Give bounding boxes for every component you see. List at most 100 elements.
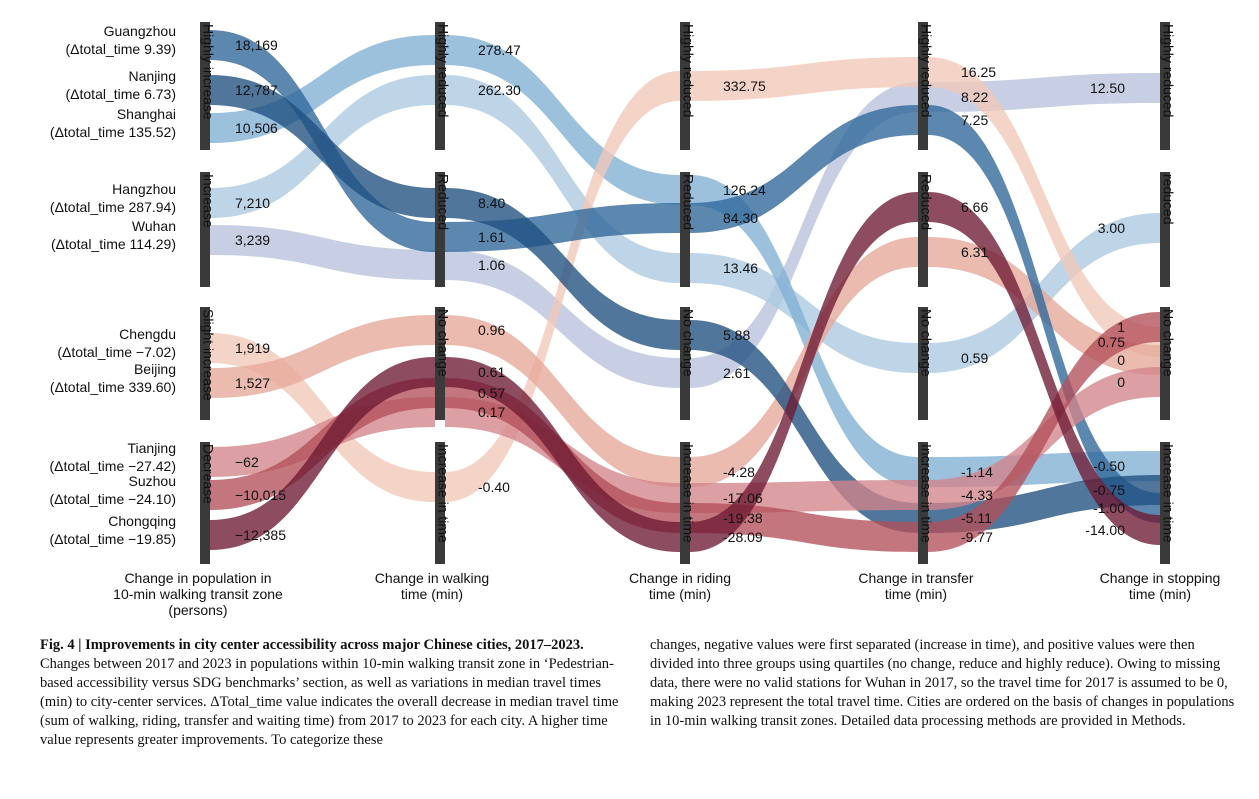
ride-bar-0 bbox=[680, 22, 690, 150]
pop-bar-1 bbox=[200, 172, 210, 287]
caption-text-left: Changes between 2017 and 2023 in populat… bbox=[40, 656, 619, 748]
value-tianjing-4: 0 bbox=[1117, 374, 1125, 390]
value-shanghai-0: 10,506 bbox=[235, 120, 278, 136]
value-beijing-0: 1,527 bbox=[235, 375, 270, 391]
value-suzhou-4: 1 bbox=[1117, 319, 1125, 335]
stop-bar-0 bbox=[1160, 22, 1170, 150]
value-chongqing-3: 6.66 bbox=[961, 199, 988, 215]
ride-category-label-0: Highly reduced bbox=[681, 24, 697, 117]
value-shanghai-1: 278.47 bbox=[478, 42, 521, 58]
stop-column-title-line-1: time (min) bbox=[1129, 586, 1191, 602]
pop-bar-0 bbox=[200, 22, 210, 150]
flow-nanjing-2 bbox=[445, 188, 680, 350]
ride-bar-3 bbox=[680, 442, 690, 564]
flow-beijing-1 bbox=[210, 315, 435, 398]
alluvial-diagram: Highly increase Increase Slight increase De… bbox=[50, 22, 1221, 618]
city-delta-chengdu: (Δtotal_time −7.02) bbox=[57, 344, 176, 360]
value-suzhou-0: −10,015 bbox=[235, 487, 286, 503]
figure-caption-left: Fig. 4 | Improvements in city center acc… bbox=[40, 636, 620, 750]
city-delta-beijing: (Δtotal_time 339.60) bbox=[50, 379, 176, 395]
walk-category-label-3: Increase in time bbox=[436, 444, 452, 543]
stop-bar-3 bbox=[1160, 442, 1170, 564]
value-chongqing-0: −12,385 bbox=[235, 527, 286, 543]
flow-guangzhou-3 bbox=[690, 105, 918, 233]
city-delta-hangzhou: (Δtotal_time 287.94) bbox=[50, 199, 176, 215]
city-delta-suzhou: (Δtotal_time −24.10) bbox=[50, 491, 176, 507]
value-chengdu-3: 16.25 bbox=[961, 64, 996, 80]
value-labels: 18,169 1.61 84.30 7.25 -1.00 12,787 8.40 5.88 -5… bbox=[235, 37, 1125, 545]
value-nanjing-1: 8.40 bbox=[478, 195, 505, 211]
transfer-bar-0 bbox=[918, 22, 928, 150]
flow-chongqing-4 bbox=[928, 192, 1160, 545]
flow-hangzhou-3 bbox=[690, 253, 918, 373]
flow-nanjing-3 bbox=[690, 320, 918, 533]
value-wuhan-0: 3,239 bbox=[235, 232, 270, 248]
value-hangzhou-2: 13.46 bbox=[723, 260, 758, 276]
pop-category-label-3: Decrease bbox=[201, 444, 217, 504]
value-wuhan-3: 8.22 bbox=[961, 89, 988, 105]
walk-category-label-1: Reduced bbox=[436, 174, 452, 230]
value-nanjing-2: 5.88 bbox=[723, 327, 750, 343]
ride-category-label-3: Increase in time bbox=[681, 444, 697, 543]
value-beijing-4: 0 bbox=[1117, 352, 1125, 368]
flow-shanghai-3 bbox=[690, 175, 918, 487]
value-tianjing-1: 0.17 bbox=[478, 404, 505, 420]
city-delta-shanghai: (Δtotal_time 135.52) bbox=[50, 124, 176, 140]
city-name-hangzhou: Hangzhou bbox=[112, 181, 176, 197]
ride-bar-1 bbox=[680, 172, 690, 287]
ride-column-title-line-1: time (min) bbox=[649, 586, 711, 602]
value-guangzhou-0: 18,169 bbox=[235, 37, 278, 53]
pop-column-title-line-1: 10-min walking transit zone bbox=[113, 586, 283, 602]
city-name-chongqing: Chongqing bbox=[108, 513, 176, 529]
walk-column-title-line-1: time (min) bbox=[401, 586, 463, 602]
stop-category-label-2: No change bbox=[1161, 309, 1177, 377]
flow-chengdu-3 bbox=[690, 57, 918, 101]
value-wuhan-2: 2.61 bbox=[723, 365, 750, 381]
pop-category-label-2: Slight increase bbox=[201, 309, 217, 401]
flow-guangzhou-4 bbox=[928, 105, 1160, 523]
city-name-chengdu: Chengdu bbox=[119, 326, 176, 342]
value-beijing-2: -4.28 bbox=[723, 464, 755, 480]
city-delta-guangzhou: (Δtotal_time 9.39) bbox=[65, 41, 176, 57]
city-delta-chongqing: (Δtotal_time −19.85) bbox=[50, 531, 176, 547]
stop-column-title-line-0: Change in stopping bbox=[1100, 570, 1221, 586]
pop-bar-2 bbox=[200, 307, 210, 420]
value-chongqing-1: 0.61 bbox=[478, 364, 505, 380]
transfer-bar-2 bbox=[918, 307, 928, 420]
pop-bar-3 bbox=[200, 442, 210, 564]
flow-beijing-2 bbox=[445, 315, 680, 487]
value-beijing-3: 6.31 bbox=[961, 244, 988, 260]
flow-chongqing-3 bbox=[690, 192, 918, 552]
transfer-column-title-line-0: Change in transfer bbox=[858, 570, 974, 586]
walk-bar-2 bbox=[435, 307, 445, 420]
value-guangzhou-3: 7.25 bbox=[961, 112, 988, 128]
value-shanghai-3: -1.14 bbox=[961, 464, 993, 480]
city-name-shanghai: Shanghai bbox=[117, 106, 176, 122]
flow-chengdu-2 bbox=[445, 71, 680, 502]
value-chengdu-4: 0.75 bbox=[1098, 334, 1125, 350]
city-labels: Guangzhou (Δtotal_time 9.39) Nanjing (Δtota… bbox=[50, 23, 176, 547]
stop-bar-1 bbox=[1160, 172, 1170, 287]
flow-bands bbox=[210, 30, 1160, 552]
value-tianjing-0: −62 bbox=[235, 454, 259, 470]
value-chengdu-0: 1,919 bbox=[235, 340, 270, 356]
walk-category-label-2: No change bbox=[436, 309, 452, 377]
flow-hangzhou-2 bbox=[445, 75, 680, 283]
transfer-category-label-1: Reduced bbox=[919, 174, 935, 230]
figure-caption-right: changes, negative values were first sepa… bbox=[650, 637, 1235, 729]
value-shanghai-2: 126.24 bbox=[723, 182, 766, 198]
value-chengdu-2: 332.75 bbox=[723, 78, 766, 94]
value-hangzhou-0: 7,210 bbox=[235, 195, 270, 211]
value-nanjing-4: -0.75 bbox=[1093, 482, 1125, 498]
city-name-guangzhou: Guangzhou bbox=[104, 23, 176, 39]
value-nanjing-0: 12,787 bbox=[235, 82, 278, 98]
caption-title: Fig. 4 | Improvements in city center acc… bbox=[40, 637, 584, 653]
flow-wuhan-3 bbox=[690, 82, 918, 388]
transfer-category-label-0: Highly reduced bbox=[919, 24, 935, 117]
walk-bar-1 bbox=[435, 172, 445, 287]
pop-category-label-1: Increase bbox=[201, 174, 217, 228]
value-guangzhou-2: 84.30 bbox=[723, 210, 758, 226]
transfer-column-title-line-1: time (min) bbox=[885, 586, 947, 602]
value-shanghai-4: -0.50 bbox=[1093, 458, 1125, 474]
flow-chongqing-1 bbox=[210, 357, 435, 550]
